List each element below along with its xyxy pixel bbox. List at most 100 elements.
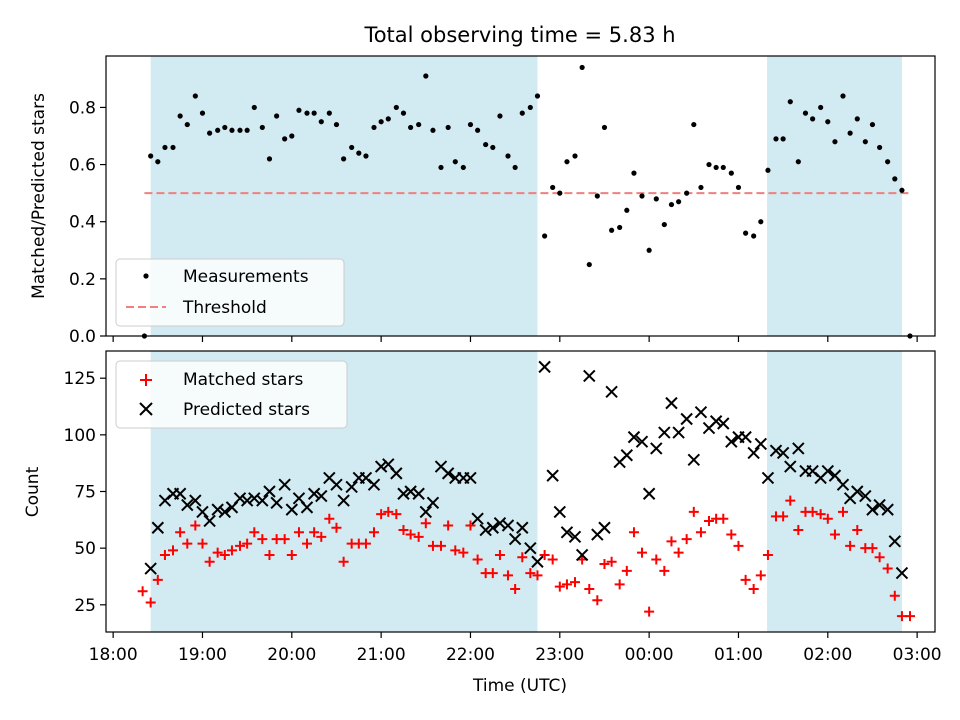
legend-measurements-label: Measurements (183, 267, 309, 287)
matched-star-point (443, 520, 454, 531)
predicted-star-point (211, 503, 224, 516)
measurement-point (631, 170, 637, 176)
predicted-star-point (658, 426, 671, 439)
matched-star-point (584, 583, 595, 594)
matched-star-point (695, 527, 706, 538)
predicted-star-point (240, 494, 254, 507)
matched-star-point (293, 527, 304, 538)
measurement-point (393, 104, 399, 111)
measurement-point (542, 233, 548, 239)
predicted-star-point (374, 460, 388, 473)
predicted-star-point (568, 530, 582, 544)
matched-star-point (673, 547, 684, 558)
measurement-point (349, 144, 355, 151)
predicted-star-point (233, 492, 247, 505)
predicted-star-point (739, 430, 752, 444)
matched-star-point (204, 556, 215, 567)
predicted-star-point (218, 505, 232, 519)
count-x-tick-label: 00:00 (625, 645, 674, 665)
predicted-star-point (888, 535, 902, 548)
ratio-legend-box (115, 258, 345, 327)
predicted-star-point (189, 494, 202, 507)
predicted-star-point (784, 460, 797, 473)
legend-threshold-label: Threshold (182, 298, 267, 318)
predicted-star-point (680, 412, 693, 426)
measurement-point (400, 110, 407, 116)
matched-star-point (762, 549, 773, 560)
predicted-star-point (196, 505, 209, 519)
legend-predicted-label: Predicted stars (183, 400, 310, 420)
count-y-tick-label: 125 (64, 369, 96, 389)
ratio-frame (105, 55, 936, 337)
predicted-star-point (560, 526, 574, 539)
matched-star-point (688, 506, 699, 517)
matched-star-point (733, 540, 744, 551)
measurement-point (720, 164, 726, 171)
measurement-point (579, 64, 585, 71)
measurement-point (624, 207, 630, 213)
matched-star-point (628, 527, 639, 538)
matched-star-point (391, 509, 402, 520)
count-shaded-interval (767, 351, 902, 632)
matched-star-point (167, 545, 178, 556)
measurement-point (229, 127, 235, 133)
predicted-star-point (508, 532, 522, 546)
matched-star-point (450, 545, 461, 556)
predicted-star-point (754, 437, 768, 451)
predicted-star-point (397, 487, 410, 500)
matched-star-point (398, 525, 409, 536)
count-y-tick-label: 25 (74, 596, 96, 616)
matched-star-point (413, 531, 424, 542)
predicted-star-point (516, 521, 529, 534)
matched-star-point (331, 522, 342, 533)
measurement-point (676, 199, 682, 205)
matched-star-point (852, 525, 863, 536)
measurement-point (467, 121, 474, 128)
measurement-point (326, 110, 332, 116)
predicted-star-point (583, 369, 596, 383)
predicted-star-point (620, 449, 634, 462)
matched-star-point (793, 525, 804, 536)
count-x-axis: 18:00 19:00 20:00 21:00 22:00 23:00 00:00 01:00… (89, 632, 942, 665)
matched-star-point (226, 545, 237, 556)
measurement-point (192, 93, 198, 99)
measurement-point (378, 119, 384, 125)
measurement-point (802, 110, 809, 116)
predicted-star-point (792, 442, 805, 455)
measurement-point (438, 164, 444, 171)
measurement-point (892, 176, 898, 182)
predicted-star-point (479, 523, 492, 537)
predicted-star-point (419, 505, 433, 519)
matched-star-point (435, 540, 446, 551)
predicted-star-point (725, 435, 738, 448)
measurement-point (869, 121, 876, 128)
measurement-point (460, 164, 466, 171)
matched-star-point (494, 549, 505, 560)
predicted-star-point (426, 496, 440, 510)
matched-star-point (502, 570, 513, 581)
measurement-point (184, 121, 190, 128)
matched-star-point (778, 511, 789, 522)
measurement-point (423, 73, 429, 79)
measurement-point (728, 170, 734, 176)
predicted-star-point (769, 444, 783, 457)
predicted-star-point (151, 521, 165, 534)
measurement-point (825, 119, 831, 125)
matched-star-point (845, 540, 856, 551)
predicted-star-point (881, 503, 894, 516)
matched-star-point (829, 529, 840, 540)
predicted-star-point (546, 469, 559, 482)
measurement-point (668, 201, 675, 208)
measurement-point (743, 230, 749, 236)
matched-star-point (532, 570, 543, 581)
ratio-legend: Measurements Threshold (115, 258, 345, 327)
measurement-point (282, 136, 288, 142)
count-shading (150, 351, 902, 632)
predicted-star-point (315, 489, 328, 503)
matched-star-point (889, 590, 900, 601)
measurement-point (341, 156, 347, 162)
count-y-tick-label: 50 (74, 539, 96, 559)
predicted-star-point (873, 498, 886, 512)
matched-star-point (472, 554, 483, 565)
predicted-star-point (173, 487, 187, 500)
